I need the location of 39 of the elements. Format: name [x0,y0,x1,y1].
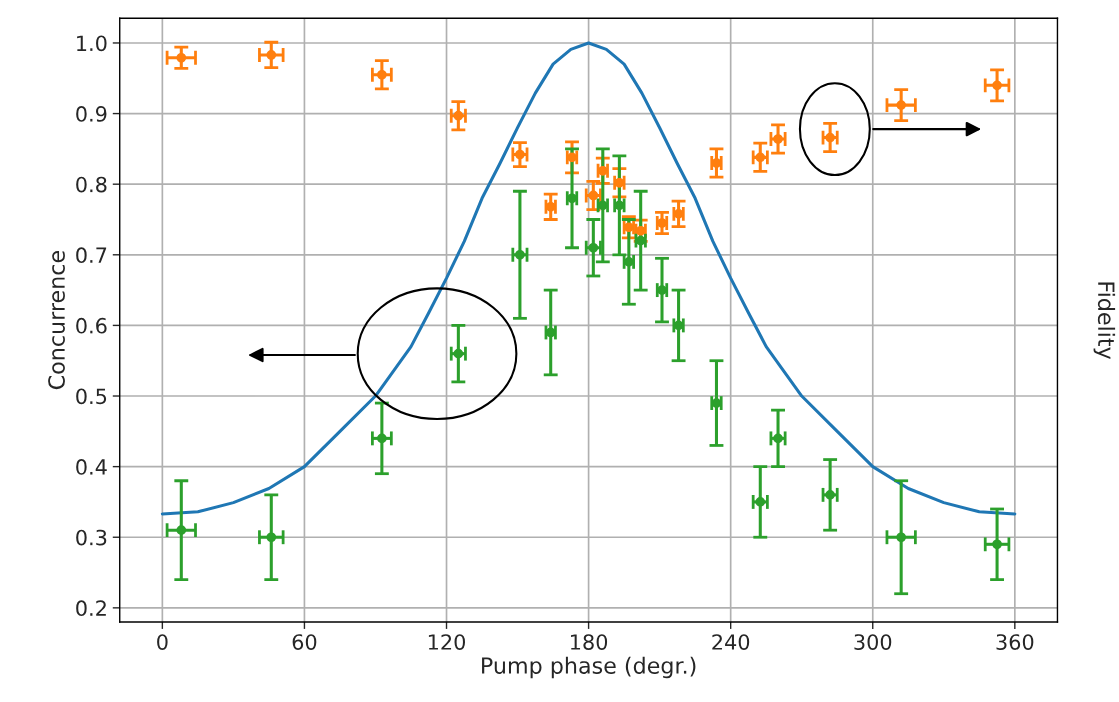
x-tick-label: 240 [712,634,750,650]
y-tick-label: 0.5 [76,388,107,405]
point [896,532,907,543]
point [896,100,907,110]
point [453,110,464,121]
point [588,190,599,201]
y-tick-label: 0.3 [76,529,107,546]
point [377,69,387,80]
point [515,249,525,260]
x-tick-label: 60 [292,634,317,650]
point [176,525,187,536]
y-tick-label: 0.2 [76,600,106,617]
y2-axis-title: Fidelity [1093,282,1116,360]
point [266,50,277,60]
point [266,532,277,543]
x-axis-title: Pump phase (degr.) [482,656,696,679]
point [588,242,599,253]
y-tick-label: 0.4 [76,459,107,475]
y-tick-label: 0.7 [76,247,107,264]
point [567,193,577,204]
point [515,149,525,160]
y-tick-label: 0.9 [76,106,107,122]
point [992,539,1002,550]
point [773,433,783,444]
x-tick-label: 120 [428,634,466,650]
y-tick-label: 0.8 [76,176,107,193]
y-axis-title: Concurrence [48,251,65,390]
y-tick-label: 1.0 [77,35,107,52]
y-tick-label: 0.6 [76,317,107,334]
x-tick-label: 0 [157,634,168,650]
x-tick-label: 180 [571,634,608,650]
point [453,348,464,359]
point [825,132,835,143]
point [992,80,1002,91]
point [377,433,387,444]
point [176,52,187,63]
x-tick-label: 360 [996,634,1034,650]
line-series [160,41,1017,516]
x-tick-label: 300 [854,634,892,650]
